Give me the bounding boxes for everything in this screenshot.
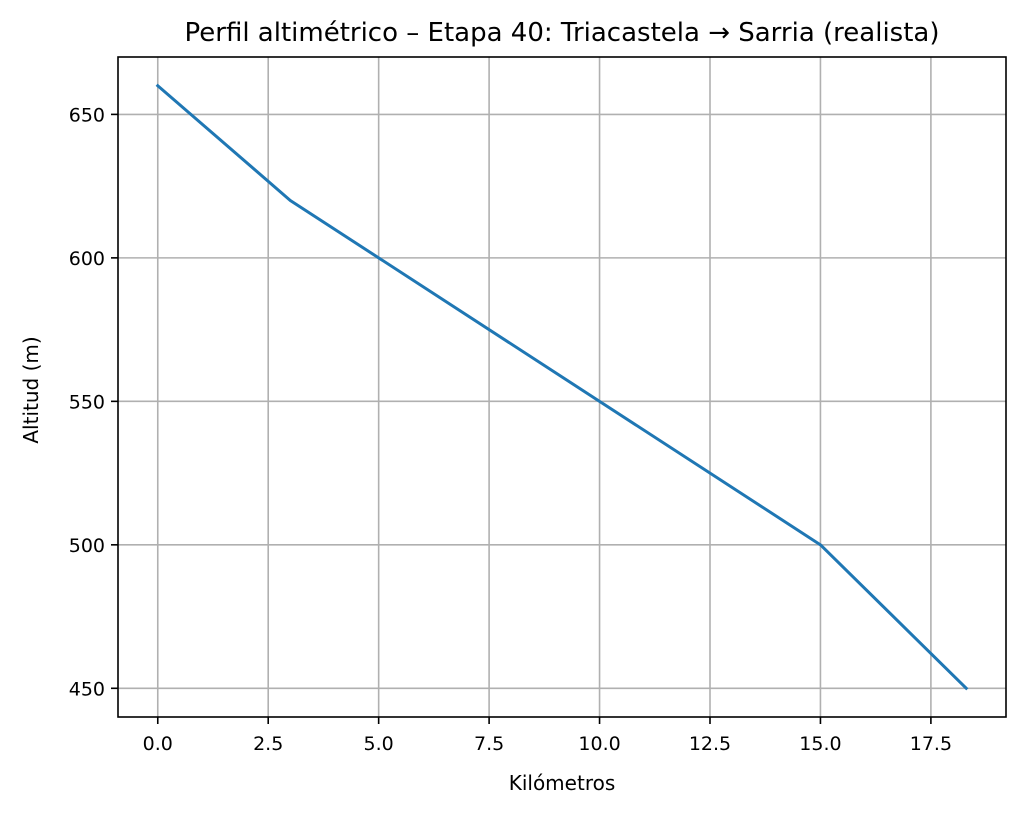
- x-axis: 0.0 2.5 5.0 7.5 10.0 12.5 15.0 17.5: [143, 717, 952, 755]
- y-axis: 450 500 550 600 650: [69, 104, 118, 700]
- chart-title: Perfil altimétrico – Etapa 40: Triacaste…: [185, 18, 940, 48]
- y-tick-label: 550: [69, 391, 105, 413]
- elevation-line: [155, 83, 969, 691]
- x-tick-label: 10.0: [578, 733, 620, 755]
- y-axis-label: Altitud (m): [19, 336, 43, 443]
- x-tick-label: 17.5: [910, 733, 952, 755]
- x-tick-label: 5.0: [364, 733, 394, 755]
- x-tick-label: 15.0: [799, 733, 841, 755]
- y-tick-label: 450: [69, 678, 105, 700]
- x-tick-label: 7.5: [474, 733, 504, 755]
- grid: [118, 57, 1006, 717]
- series-layer: [155, 83, 969, 691]
- y-tick-label: 500: [69, 535, 105, 557]
- x-tick-label: 0.0: [143, 733, 173, 755]
- x-axis-label: Kilómetros: [509, 771, 616, 795]
- x-tick-label: 12.5: [689, 733, 731, 755]
- x-tick-label: 2.5: [253, 733, 283, 755]
- y-tick-label: 600: [69, 248, 105, 270]
- y-tick-label: 650: [69, 104, 105, 126]
- plot-frame: [117, 56, 1007, 718]
